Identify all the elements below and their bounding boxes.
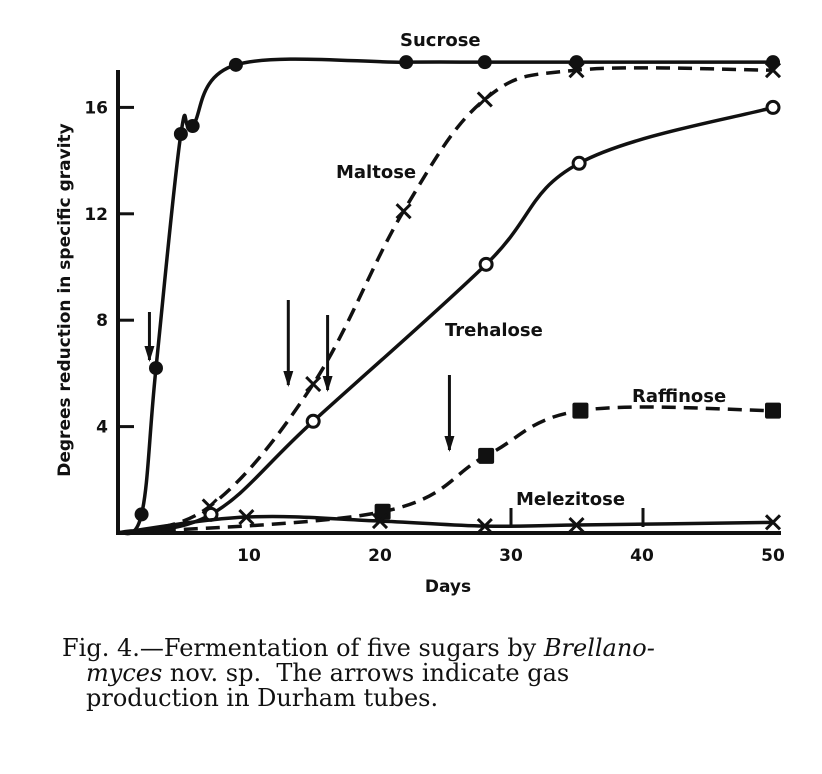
series-label-raffinose: Raffinose [632,386,726,407]
series-layer [116,55,782,536]
data-point-trehalose [305,413,321,429]
series-label-trehalose: Trehalose [445,320,543,341]
gas-arrows [144,300,455,452]
x-tick-label: 40 [630,546,654,566]
figure-caption: Fig. 4.—Fermentation of five sugars by B… [62,636,782,711]
data-point-sucrose [134,507,149,522]
data-point-sucrose [185,119,200,134]
data-point-trehalose [765,99,781,115]
data-point-sucrose [173,127,188,141]
gas-arrow-icon [283,300,294,387]
series-line-melezitose [117,514,774,535]
data-point-sucrose [399,55,414,70]
series-label-maltose: Maltose [336,162,416,183]
x-tick-label: 10 [237,546,261,566]
x-marker [476,518,493,535]
x-marker [395,203,412,220]
gas-arrow-icon [144,312,155,362]
series-line-raffinose [117,405,774,535]
x-marker [371,512,389,530]
x-marker [568,516,585,534]
data-point-melezitose [371,512,389,530]
data-point-trehalose [478,256,494,272]
x-axis-label: Days [425,577,471,597]
y-tick-label: 16 [84,98,108,118]
caption-line1: Fig. 4.—Fermentation of five sugars by [62,634,544,662]
series-label-sucrose: Sucrose [400,30,481,51]
x-tick-label: 30 [499,546,523,566]
x-marker [568,62,585,79]
data-point-maltose [568,62,585,79]
data-point-maltose [476,91,493,108]
series-label-melezitose: Melezitose [516,489,625,510]
arrow-head [144,346,155,362]
y-tick-label: 4 [96,418,108,438]
series-line-sucrose [116,57,773,536]
data-point-sucrose [477,55,492,70]
data-point-maltose [395,203,412,220]
data-point-melezitose [764,514,782,531]
x-tick-label: 20 [368,546,392,566]
y-tick-label: 8 [96,311,108,331]
x-marker [476,91,493,108]
data-point-sucrose [228,57,243,72]
data-point-raffinose [765,402,781,419]
caption-genus-1: Brellano- [543,634,655,662]
arrow-head [444,436,455,452]
data-point-maltose [305,375,322,393]
x-marker [238,508,255,526]
gas-arrow-icon [322,315,333,392]
y-tick-label: 12 [84,205,108,225]
axes: 4 8 12 16 10 20 30 40 50 [84,70,785,566]
y-axis-label: Degrees reduction in specific gravity [55,123,75,477]
data-point-trehalose [571,155,587,171]
x-marker [305,375,322,393]
caption-line2: nov. sp. The arrows indicate gas [162,659,570,687]
data-point-sucrose [148,361,163,376]
data-point-melezitose [238,508,255,526]
x-marker [764,62,782,79]
gas-arrow-icon [444,375,455,452]
fermentation-chart: 4 8 12 16 10 20 30 40 50 Days Degrees reduction … [55,30,785,597]
caption-line3: production in Durham tubes. [86,684,439,712]
data-point-raffinose [572,402,589,419]
x-marker [764,514,782,531]
data-point-melezitose [476,518,493,535]
caption-genus-2: myces [86,659,163,687]
data-point-melezitose [568,516,585,534]
data-point-maltose [764,62,782,79]
data-point-raffinose [478,447,495,464]
arrow-head [322,376,333,392]
x-tick-label: 50 [761,546,785,566]
arrow-head [283,371,294,387]
